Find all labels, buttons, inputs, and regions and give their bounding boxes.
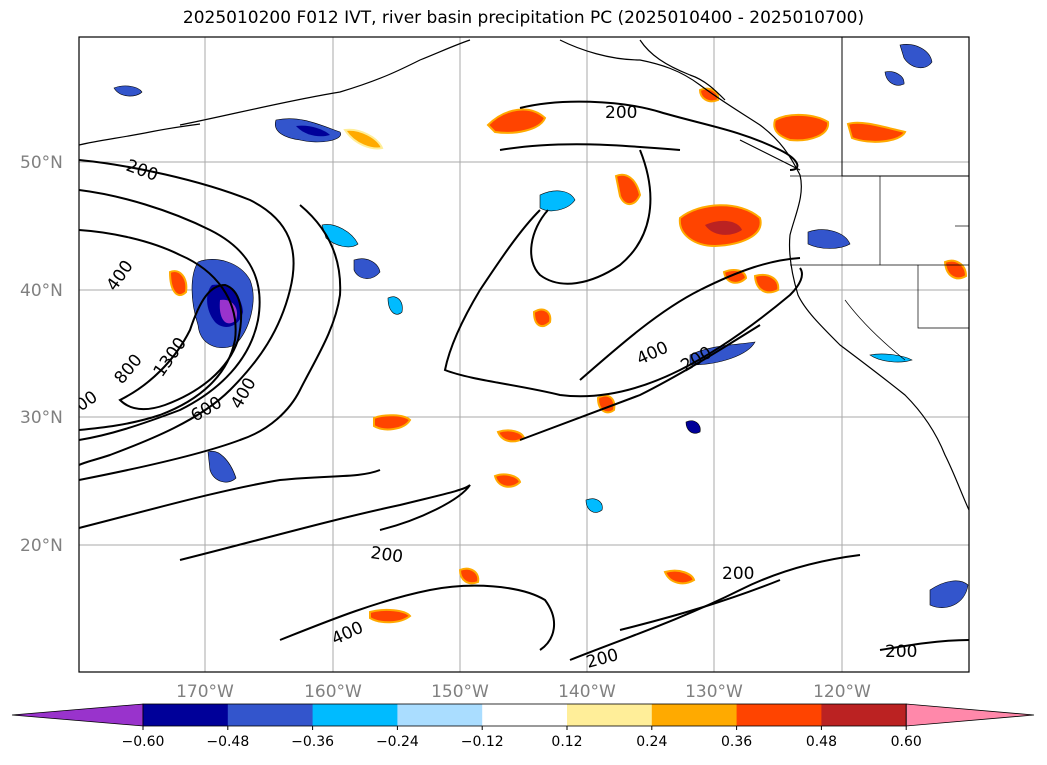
colorbar-segment [143, 704, 229, 726]
lon-label: 120°W [813, 682, 871, 702]
colorbar-outline [142, 703, 907, 727]
lat-label: 40°N [20, 281, 63, 301]
colorbar-segment [312, 704, 398, 726]
lon-label: 160°W [304, 682, 362, 702]
colorbar-tick-label: 0.24 [636, 734, 667, 750]
lon-label: 170°W [176, 682, 234, 702]
precip-negative-shading [113, 44, 969, 608]
colorbar-ticks: −0.60 −0.48 −0.36 −0.24 −0.12 0.12 0.24 0.36 0.4… [122, 726, 922, 750]
contour-label: 200 [605, 103, 637, 123]
contour-label: 200 [369, 543, 404, 567]
colorbar-tick-label: −0.48 [206, 734, 249, 750]
colorbar-tick-label: 0.60 [891, 734, 922, 750]
colorbar-segment [397, 704, 483, 726]
colorbar-extend-high [905, 703, 1035, 727]
colorbar-segment [482, 704, 568, 726]
inset-box [841, 36, 970, 177]
colorbar-extend-low [11, 703, 144, 727]
colorbar-tick-label: 0.48 [806, 734, 837, 750]
colorbar-tick-label: −0.36 [291, 734, 334, 750]
lon-label: 150°W [431, 682, 489, 702]
lon-label: 130°W [685, 682, 743, 702]
map-title: 2025010200 F012 IVT, river basin precipi… [182, 8, 865, 28]
map-frame [78, 36, 970, 673]
colorbar-segment [567, 704, 653, 726]
precip-positive-shading [168, 87, 968, 624]
colorbar-tick-label: −0.60 [122, 734, 165, 750]
map-area [79, 37, 969, 672]
coastlines [79, 39, 969, 511]
lat-label: 20°N [20, 536, 63, 556]
lat-label: 50°N [20, 153, 63, 173]
lon-label: 140°W [558, 682, 616, 702]
colorbar-tick-label: −0.12 [461, 734, 504, 750]
colorbar-segment [651, 704, 738, 726]
colorbar-segment [821, 704, 907, 726]
contour-label: 200 [722, 564, 754, 584]
lat-label: 30°N [20, 408, 63, 428]
contour-label: 200 [885, 642, 917, 662]
colorbar-tick-label: −0.24 [376, 734, 419, 750]
colorbar [11, 703, 1035, 727]
colorbar-segment [736, 704, 822, 726]
ivt-contours [79, 100, 969, 661]
colorbar-tick-label: 0.36 [721, 734, 752, 750]
colorbar-segment [227, 704, 314, 726]
colorbar-tick-label: 0.12 [551, 734, 582, 750]
